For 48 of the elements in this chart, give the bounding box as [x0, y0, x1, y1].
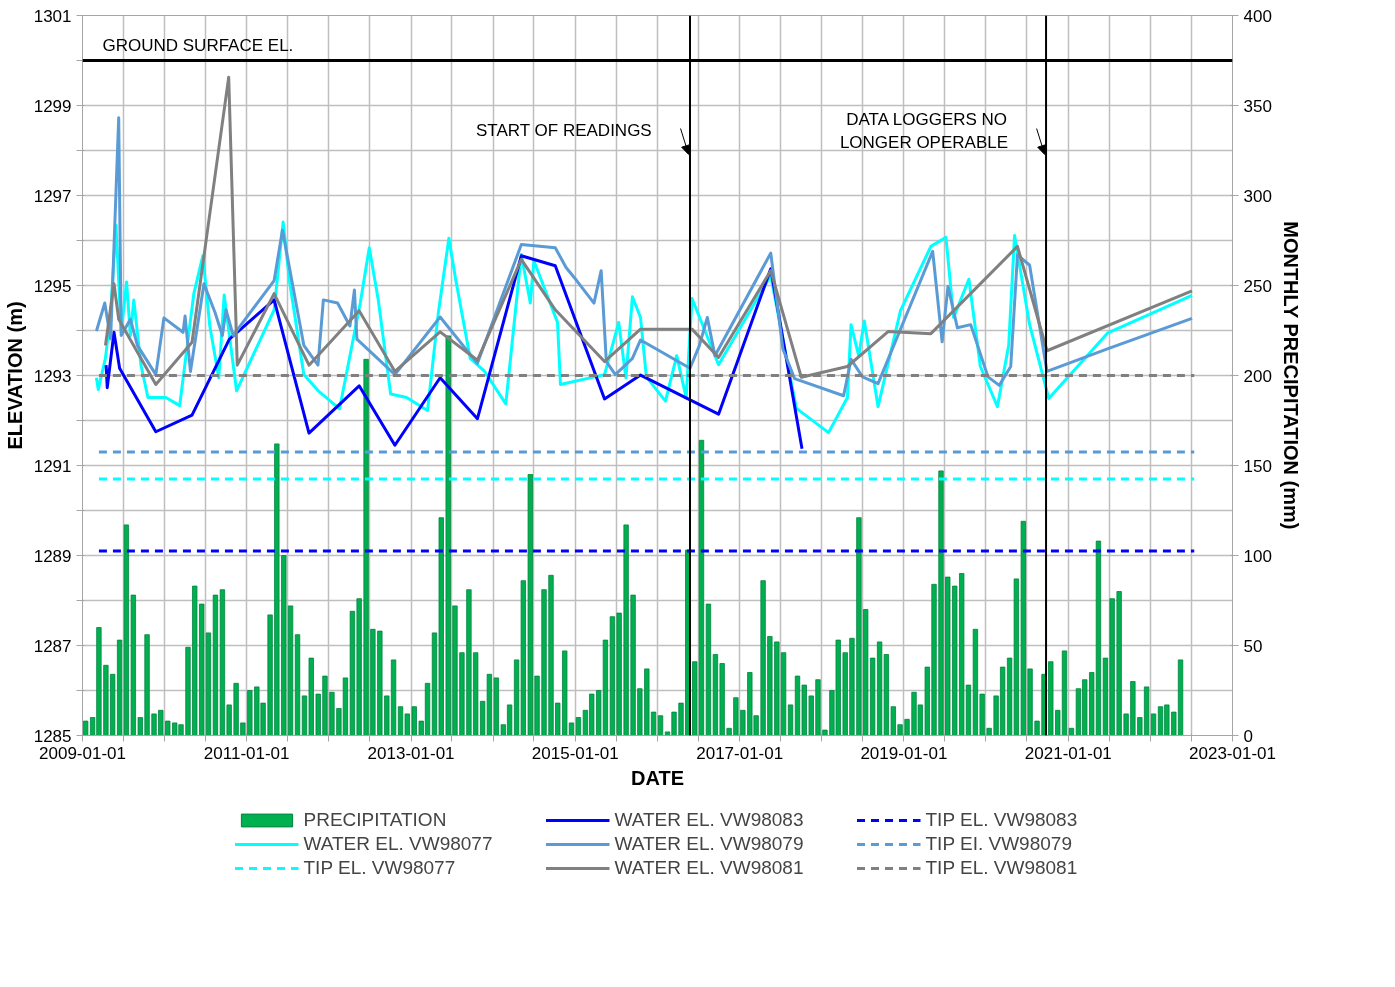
bar: [705, 603, 712, 736]
bar: [787, 704, 794, 736]
x-tick-label: 2011-01-01: [203, 743, 290, 763]
y2-axis-title: MONTHLY PRECIPITATION (mm): [1279, 221, 1302, 530]
ref-line-label: GROUND SURFACE EL.: [102, 35, 294, 55]
y2-tick-label: 150: [1243, 456, 1272, 476]
ref-line-label: DATA LOGGERS NO LONGER OPERABLE: [839, 109, 1009, 152]
ref-line-label: START OF READINGS: [476, 121, 652, 141]
x-tick-label: 2023-01-01: [1189, 743, 1276, 763]
y-tick-label: 1297: [33, 186, 72, 206]
legend-label: TIP EL. VW98077: [303, 856, 457, 879]
y-tick-label: 1291: [33, 456, 72, 476]
y-tick-label: 1289: [33, 546, 72, 566]
bar: [294, 634, 301, 736]
y-axis-title: ELEVATION (m): [3, 301, 26, 450]
legend-label: WATER EL. VW98081: [614, 856, 805, 879]
bar: [575, 717, 582, 736]
legend-label: WATER EL. VW98083: [614, 808, 805, 831]
x-tick-label: 2021-01-01: [1024, 743, 1112, 763]
y-tick-label: 1301: [33, 6, 72, 26]
y-tick-label: 1285: [33, 726, 72, 746]
y2-tick-label: 50: [1243, 636, 1263, 656]
y2-tick-label: 250: [1243, 276, 1272, 296]
x-tick-label: 2019-01-01: [860, 743, 948, 763]
y-tick-label: 1295: [33, 276, 72, 296]
x-tick-label: 2009-01-01: [39, 743, 126, 763]
y-tick-label: 1293: [33, 366, 72, 386]
x-axis-title: DATE: [631, 766, 684, 789]
y2-tick-label: 0: [1243, 726, 1253, 746]
bar: [1150, 713, 1157, 736]
line-series: [103, 75, 1194, 386]
legend-label: TIP EI. VW98079: [925, 832, 1073, 855]
y2-tick-label: 100: [1243, 546, 1272, 566]
legend-label: WATER EL. VW98079: [614, 832, 805, 855]
y-tick-label: 1287: [33, 636, 72, 656]
legend-label: WATER EL. VW98077: [303, 832, 494, 855]
y-tick-label: 1299: [33, 96, 72, 116]
legend-label: TIP EL. VW98083: [925, 808, 1079, 831]
y2-tick-label: 300: [1243, 186, 1272, 206]
legend-label: PRECIPITATION: [303, 808, 448, 831]
x-tick-label: 2015-01-01: [531, 743, 619, 763]
y2-tick-label: 200: [1243, 366, 1272, 386]
x-tick-label: 2017-01-01: [696, 743, 784, 763]
legend-label: TIP EL. VW98081: [925, 856, 1079, 879]
y2-tick-label: 400: [1243, 6, 1272, 26]
x-tick-label: 2013-01-01: [367, 743, 455, 763]
bar: [657, 715, 664, 736]
y2-tick-label: 350: [1243, 96, 1272, 116]
